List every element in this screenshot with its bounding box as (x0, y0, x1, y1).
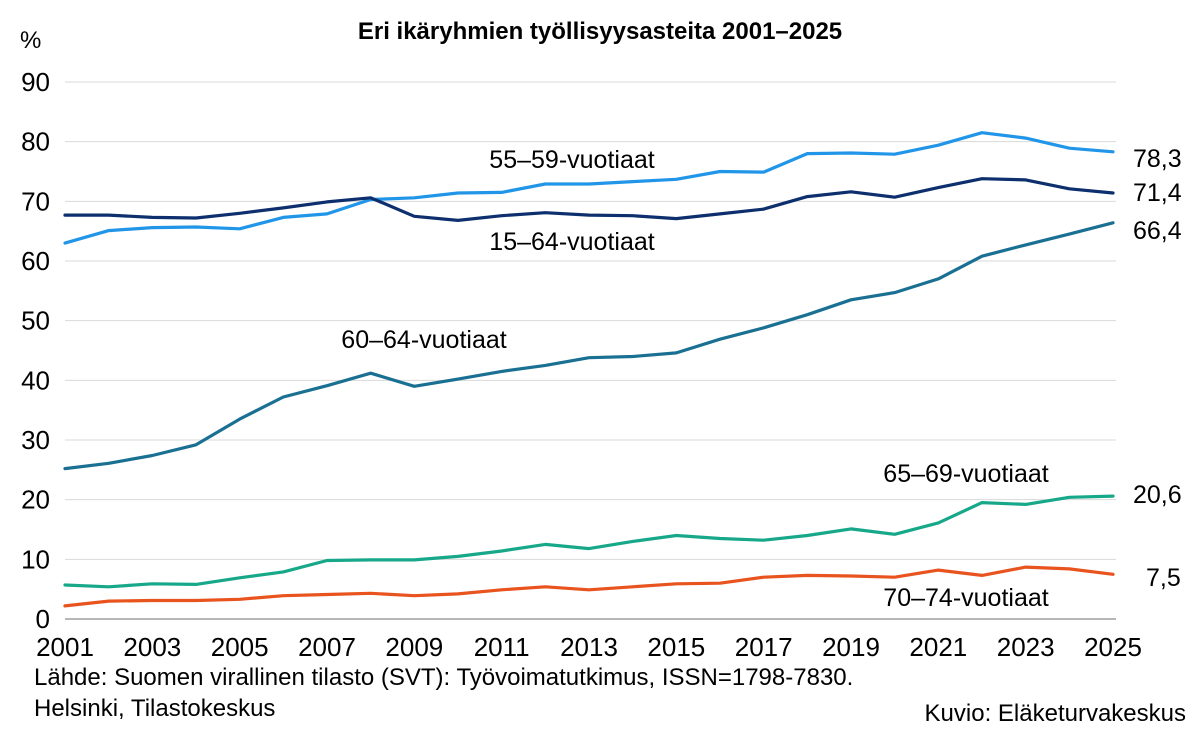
y-tick-label: 30 (21, 425, 50, 455)
y-tick-label: 70 (21, 186, 50, 216)
x-tick-label: 2013 (560, 632, 618, 662)
y-axis-ticks: 0 10 20 30 40 50 60 70 80 90 (21, 67, 50, 634)
series-line-55-59 (63, 131, 1115, 245)
series-line-60-64 (63, 221, 1115, 471)
end-label-60-64: 66,4 (1133, 217, 1182, 245)
series-label-55-59: 55–59-vuotiaat (489, 146, 654, 174)
series-line-65-69 (63, 494, 1115, 589)
y-tick-label: 90 (21, 67, 50, 97)
series-line-70-74 (63, 565, 1115, 608)
x-tick-label: 2015 (647, 632, 705, 662)
series-label-70-74: 70–74-vuotiaat (883, 584, 1048, 612)
y-tick-label: 0 (36, 604, 50, 634)
y-tick-label: 40 (21, 365, 50, 395)
x-tick-label: 2023 (997, 632, 1055, 662)
series-lines (63, 131, 1115, 608)
x-tick-label: 2019 (822, 632, 880, 662)
x-tick-label: 2007 (298, 632, 356, 662)
series-line-15-64 (63, 177, 1115, 222)
end-label-70-74: 7,5 (1146, 564, 1181, 592)
x-tick-label: 2009 (385, 632, 443, 662)
end-label-55-59: 78,3 (1133, 145, 1182, 173)
chart-credit: Kuvio: Eläketurvakeskus (924, 700, 1186, 727)
chart-title: Eri ikäryhmien työllisyysasteita 2001–20… (358, 18, 842, 45)
x-tick-label: 2017 (735, 632, 793, 662)
source-line-1: Lähde: Suomen virallinen tilasto (SVT): … (34, 664, 854, 691)
series-label-15-64: 15–64-vuotiaat (489, 228, 654, 256)
source-line-2: Helsinki, Tilastokeskus (34, 695, 276, 722)
y-tick-label: 60 (21, 246, 50, 276)
x-tick-label: 2025 (1084, 632, 1142, 662)
end-label-15-64: 71,4 (1133, 179, 1182, 207)
x-tick-label: 2011 (474, 632, 530, 662)
x-tick-label: 2001 (36, 632, 94, 662)
x-tick-label: 2003 (123, 632, 181, 662)
series-label-65-69: 65–69-vuotiaat (883, 460, 1048, 488)
y-tick-label: 10 (21, 544, 50, 574)
gridlines (65, 81, 1116, 620)
y-tick-label: 80 (21, 127, 50, 157)
y-tick-label: 50 (21, 306, 50, 336)
end-label-65-69: 20,6 (1133, 481, 1182, 509)
x-tick-label: 2021 (909, 632, 967, 662)
x-axis-ticks: 2001 2003 2005 2007 2009 2011 2013 2015 2017 2019… (36, 632, 1142, 662)
y-tick-label: 20 (21, 485, 50, 515)
y-axis-unit-label: % (20, 27, 41, 54)
x-tick-label: 2005 (211, 632, 269, 662)
series-label-60-64: 60–64-vuotiaat (341, 326, 506, 354)
